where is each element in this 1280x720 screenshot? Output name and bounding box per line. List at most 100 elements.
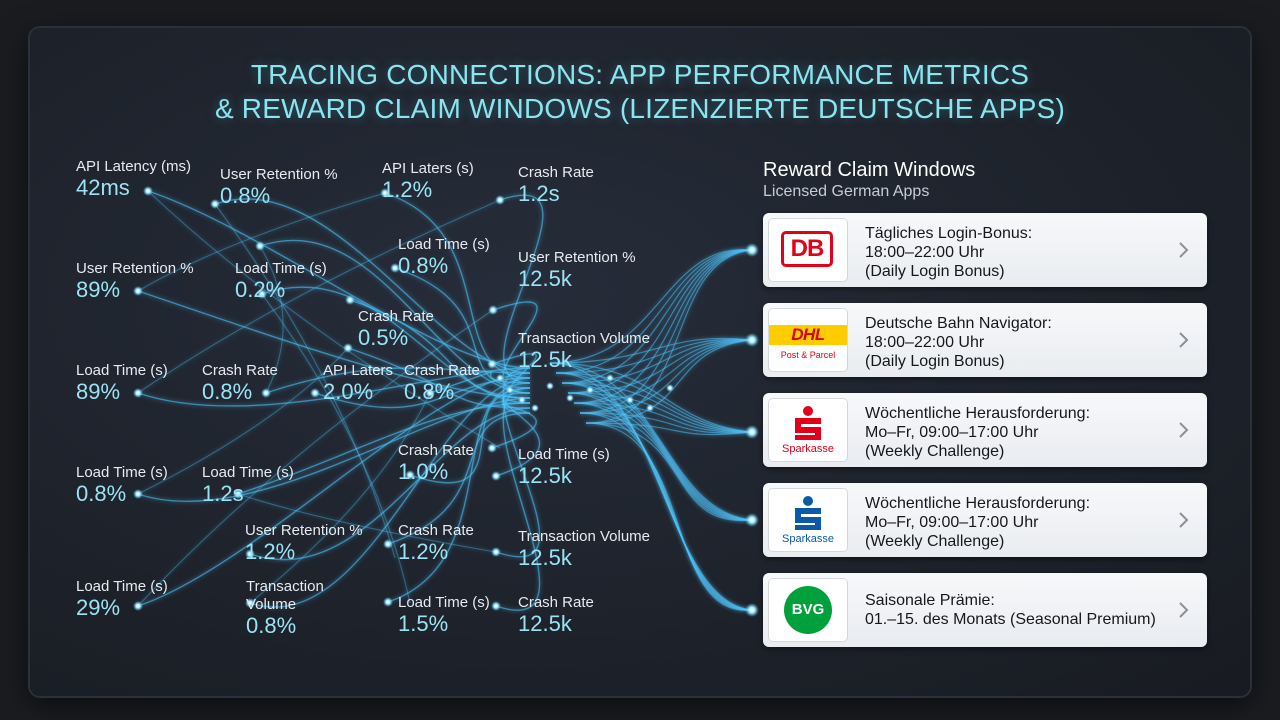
connection-line bbox=[387, 382, 531, 603]
metric-label: API Laters (s) bbox=[382, 160, 474, 177]
metric-label: Crash Rate bbox=[398, 522, 474, 539]
reward-card-sparkasse-blue[interactable]: Sparkasse Wöchentliche Herausforderung: … bbox=[763, 483, 1207, 557]
metric-label: Crash Rate bbox=[202, 362, 278, 379]
metric-label: API Laters bbox=[323, 362, 394, 379]
connection-line bbox=[214, 203, 396, 559]
reward-card-sparkasse-red[interactable]: Sparkasse Wöchentliche Herausforderung: … bbox=[763, 393, 1207, 467]
glow-node bbox=[546, 382, 554, 390]
connection-line bbox=[349, 299, 531, 399]
chevron-right-icon[interactable] bbox=[1175, 507, 1193, 533]
dhl-logo-band bbox=[769, 325, 847, 345]
glow-node bbox=[745, 513, 759, 527]
reward-card-text: Saisonale Prämie: 01.–15. des Monats (Se… bbox=[865, 591, 1156, 629]
metric-crash-rate: Crash Rate 0.8% bbox=[404, 362, 480, 404]
db-logo-text: DB bbox=[781, 231, 833, 267]
sparkasse-logo-text: Sparkasse bbox=[782, 533, 834, 545]
metric-load-time: Load Time (s) 0.8% bbox=[76, 464, 168, 506]
metric-value: 1.2s bbox=[518, 181, 560, 206]
connection-line bbox=[259, 245, 284, 394]
glow-node bbox=[586, 386, 594, 394]
connection-network bbox=[133, 186, 759, 617]
connection-line bbox=[579, 412, 753, 521]
glow-node bbox=[255, 241, 265, 251]
glow-node bbox=[345, 295, 355, 305]
glow-node bbox=[506, 386, 514, 394]
metric-value: 12.5k bbox=[518, 545, 572, 570]
metric-label: Load Time (s) bbox=[76, 362, 168, 379]
reward-card-line2: Mo–Fr, 09:00–17:00 Uhr bbox=[865, 424, 1039, 441]
connection-line bbox=[585, 422, 753, 611]
metric-label: User Retention % bbox=[518, 249, 636, 266]
reward-card-db[interactable]: DB Tägliches Login-Bonus: 18:00–22:00 Uh… bbox=[763, 213, 1207, 287]
glow-node bbox=[380, 188, 390, 198]
metric-value: 89% bbox=[76, 379, 121, 404]
chevron-right-icon[interactable] bbox=[1175, 237, 1193, 263]
connection-line bbox=[567, 392, 753, 433]
sparkasse-blue-logo-icon: Sparkasse bbox=[769, 489, 847, 551]
metric-value: 2.0% bbox=[323, 379, 374, 404]
glow-node bbox=[257, 289, 267, 299]
connection-line bbox=[567, 392, 753, 611]
metric-value: 0.8% bbox=[246, 613, 297, 638]
display-panel: TRACING CONNECTIONS: APP PERFORMANCE MET… bbox=[30, 28, 1250, 696]
connection-line bbox=[237, 493, 497, 553]
metric-api-laters: API Laters (s) 1.2% bbox=[382, 160, 474, 202]
glow-node bbox=[518, 396, 526, 404]
connection-line bbox=[137, 199, 501, 394]
metric-load-time: Load Time (s) 12.5k bbox=[518, 446, 610, 488]
reward-card-line1: Deutsche Bahn Navigator: bbox=[865, 315, 1052, 332]
title-line-1: TRACING CONNECTIONS: APP PERFORMANCE MET… bbox=[250, 59, 1030, 90]
chevron-right-icon[interactable] bbox=[1175, 327, 1193, 353]
glow-node bbox=[745, 333, 759, 347]
glow-node bbox=[383, 597, 393, 607]
connection-line bbox=[347, 347, 531, 409]
connection-line bbox=[384, 192, 531, 379]
glow-node bbox=[488, 305, 498, 315]
metric-value: 12.5k bbox=[518, 463, 572, 488]
metric-crash-rate: Crash Rate 0.8% bbox=[202, 362, 278, 404]
reward-card-line1: Wöchentliche Herausforderung: bbox=[865, 405, 1091, 422]
sparkasse-red-logo-icon: Sparkasse bbox=[769, 399, 847, 461]
connection-line bbox=[265, 367, 531, 394]
metric-label: Load Time (s) bbox=[518, 446, 610, 463]
connection-line bbox=[492, 301, 538, 394]
connection-line bbox=[137, 397, 531, 503]
metric-transaction-volume: Transaction Volume 0.8% bbox=[246, 578, 336, 638]
metric-value: 0.5% bbox=[358, 325, 409, 350]
connection-line bbox=[249, 392, 431, 604]
connection-line bbox=[249, 407, 531, 561]
connection-line bbox=[567, 392, 753, 521]
chevron-right-icon[interactable] bbox=[1175, 597, 1193, 623]
connection-line bbox=[249, 377, 531, 608]
bvg-logo-icon: BVG bbox=[769, 579, 847, 641]
glow-node bbox=[495, 195, 505, 205]
connection-line bbox=[261, 293, 411, 604]
connection-line bbox=[259, 239, 531, 394]
chevron-right-icon[interactable] bbox=[1175, 417, 1193, 443]
reward-card-bvg[interactable]: BVG Saisonale Prämie: 01.–15. des Monats… bbox=[763, 573, 1207, 647]
metric-load-time: Load Time (s) 89% bbox=[76, 362, 168, 404]
page-title: TRACING CONNECTIONS: APP PERFORMANCE MET… bbox=[30, 58, 1250, 126]
sparkasse-s-icon bbox=[795, 496, 821, 530]
reward-subtitle: Licensed German Apps bbox=[763, 183, 930, 200]
reward-card-dhl[interactable]: DHL Post & Parcel Deutsche Bahn Navigato… bbox=[763, 303, 1207, 377]
metric-label: Crash Rate bbox=[358, 308, 434, 325]
metric-value: 12.5k bbox=[518, 611, 572, 636]
connection-line bbox=[137, 372, 531, 607]
metric-api-laters: API Laters 2.0% bbox=[323, 362, 393, 404]
reward-card-line1: Wöchentliche Herausforderung: bbox=[865, 495, 1091, 512]
dhl-logo-text: DHL bbox=[791, 325, 825, 344]
glow-node bbox=[405, 470, 415, 480]
connection-line bbox=[261, 286, 531, 404]
metric-load-time: Load Time (s) 29% bbox=[76, 578, 168, 620]
metric-label: Load Time (s) bbox=[76, 464, 168, 481]
glow-node bbox=[496, 374, 504, 382]
metric-load-time: Load Time (s) 0.8% bbox=[398, 236, 490, 278]
metric-crash-rate: Crash Rate 1.2% bbox=[398, 522, 474, 564]
connection-line bbox=[561, 382, 753, 611]
sparkasse-logo-text: Sparkasse bbox=[782, 443, 834, 455]
glow-node bbox=[491, 547, 501, 557]
glow-node bbox=[646, 404, 654, 412]
metric-crash-rate: Crash Rate 12.5k bbox=[518, 594, 594, 636]
metric-value: 29% bbox=[76, 595, 121, 620]
